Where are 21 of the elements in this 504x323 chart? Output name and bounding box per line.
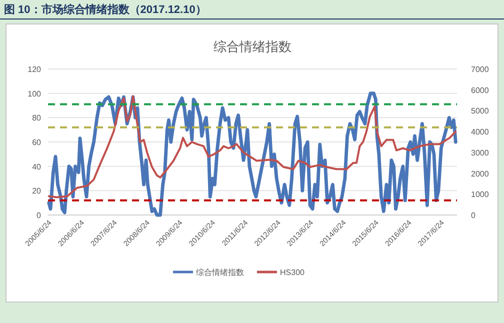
title: 图 10：市场综合情绪指数（2017.12.10）: [4, 4, 206, 16]
y2-tick-label: 0: [471, 211, 476, 220]
legend-label: HS300: [280, 268, 306, 277]
y2-tick-label: 6000: [471, 86, 490, 95]
y2-tick-label: 1000: [471, 190, 490, 200]
y-tick-label: 80: [32, 114, 42, 123]
line-series: [47, 92, 458, 217]
y2-tick-label: 7000: [471, 65, 490, 74]
y-tick-label: 0: [36, 211, 42, 220]
y2-tick-label: 5000: [471, 106, 490, 116]
line-series: [48, 95, 457, 198]
chart-subtitle: 综合情绪指数: [214, 39, 292, 54]
y2-tick-label: 4000: [471, 128, 490, 137]
y-tick-label: 100: [28, 89, 42, 98]
y-tick-label: 120: [28, 65, 42, 74]
y-tick-label: 40: [32, 162, 42, 172]
y-tick-label: 60: [32, 138, 42, 147]
y2-tick-label: 3000: [471, 148, 490, 158]
y2-tick-label: 2000: [471, 169, 490, 178]
legend-label: 综合情绪指数: [196, 268, 244, 277]
y-tick-label: 20: [32, 186, 42, 196]
